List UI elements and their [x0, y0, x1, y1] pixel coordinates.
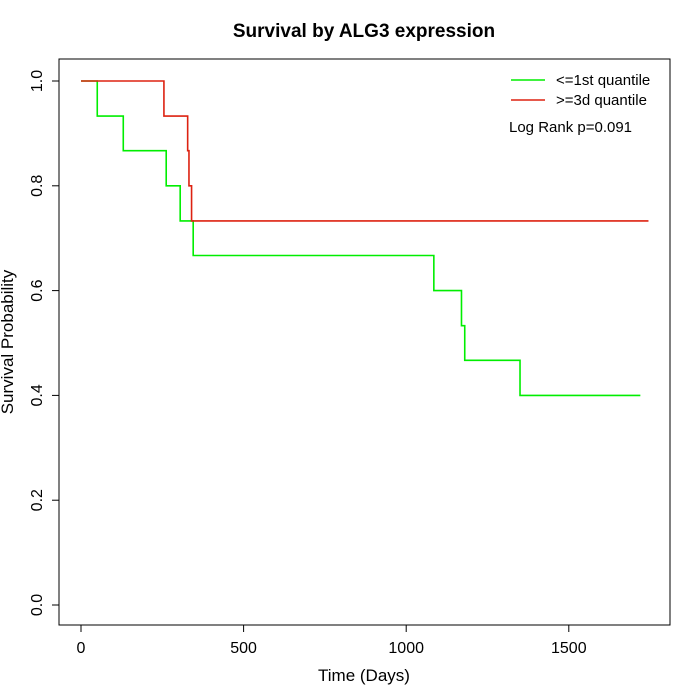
series-line-1 [81, 80, 649, 222]
y-axis: 0.0 0.2 0.4 0.6 0.8 1.0 [29, 70, 60, 616]
plot-frame [58, 58, 671, 626]
legend-label-0: <=1st quantile [556, 72, 650, 89]
y-tick-label: 0.4 [29, 384, 46, 406]
x-tick-label: 500 [230, 640, 257, 657]
y-axis-label: Survival Probability [0, 269, 17, 414]
x-tick-label: 1500 [551, 640, 587, 657]
legend-label-1: >=3d quantile [556, 92, 647, 109]
log-rank-annotation: Log Rank p=0.091 [509, 119, 632, 136]
x-tick-label: 1000 [388, 640, 424, 657]
x-axis-label: Time (Days) [318, 666, 410, 685]
y-tick-label: 0.2 [29, 489, 46, 511]
y-tick-label: 0.6 [29, 279, 46, 301]
series-line-0 [81, 80, 641, 397]
y-tick-label: 0.8 [29, 175, 46, 197]
x-axis: 0 500 1000 1500 [77, 624, 587, 657]
y-tick-label: 0.0 [29, 594, 46, 616]
chart-title: Survival by ALG3 expression [233, 21, 495, 42]
survival-curves [81, 80, 649, 397]
y-tick-label: 1.0 [29, 70, 46, 92]
x-tick-label: 0 [77, 640, 86, 657]
legend: <=1st quantile >=3d quantile [511, 72, 650, 109]
